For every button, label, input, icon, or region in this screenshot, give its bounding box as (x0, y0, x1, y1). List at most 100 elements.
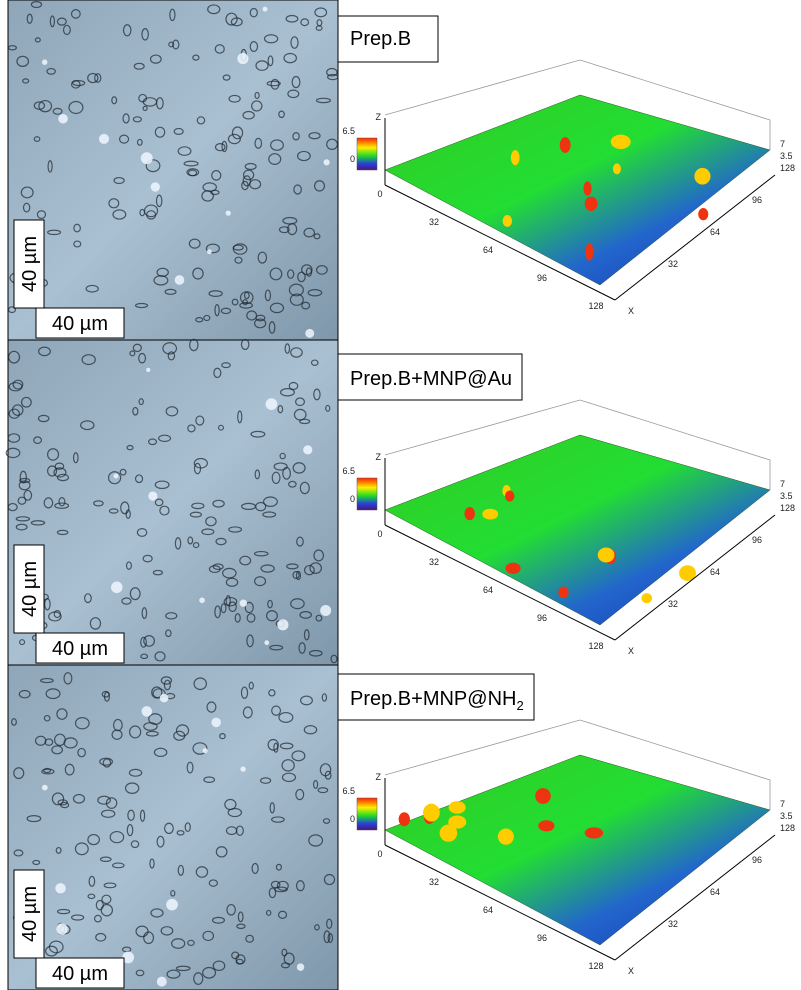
grain (133, 62, 145, 70)
scale-box-horizontal (35, 632, 125, 664)
panel: 40 µm 40 µm Prep.B+MNP@Au Z X 6.5 0 7 3.5 128 0 32 6… (5, 338, 795, 666)
bright-spot (148, 491, 158, 501)
grain (254, 137, 263, 149)
grain (293, 408, 307, 421)
grain (87, 893, 96, 900)
panel-title: Prep.B+MNP@NH2 (350, 688, 524, 713)
grain (310, 359, 319, 366)
grain (274, 886, 288, 893)
grain (51, 792, 65, 806)
scale-label-horizontal: 40 µm (52, 963, 108, 985)
grain (73, 240, 82, 248)
peak (482, 508, 499, 520)
peak (423, 803, 440, 822)
grain (47, 448, 60, 461)
x-tick: 128 (588, 301, 603, 311)
grain (11, 718, 17, 726)
grain (279, 742, 294, 750)
grain (267, 738, 279, 751)
grain (141, 607, 148, 620)
bright-spot (146, 367, 151, 373)
peak (559, 137, 571, 153)
grain (313, 549, 325, 562)
grain (291, 750, 306, 762)
bright-spot (202, 748, 208, 754)
grain (94, 73, 102, 83)
grain (34, 37, 41, 43)
grain (205, 516, 217, 527)
grain (108, 198, 120, 209)
grain (215, 537, 227, 546)
grain (103, 882, 117, 889)
grain (172, 39, 180, 50)
grain (119, 468, 127, 476)
grain (268, 153, 282, 165)
grain (260, 564, 275, 573)
grain (236, 923, 246, 930)
grain (162, 342, 178, 355)
y-tick: 96 (752, 195, 762, 205)
scale-box-horizontal (35, 307, 125, 339)
grain (52, 107, 63, 115)
grain (43, 497, 54, 509)
grain (330, 654, 338, 664)
grain (242, 706, 253, 719)
grain (140, 653, 149, 660)
grain (290, 347, 303, 358)
x-tick: 32 (429, 217, 439, 227)
grain (19, 477, 31, 484)
grain (327, 73, 339, 81)
grain (298, 642, 306, 654)
grain (95, 932, 107, 942)
grain (308, 834, 324, 847)
grain (273, 462, 288, 471)
grain (314, 7, 328, 18)
grain (175, 965, 191, 972)
colorbar-tick: 6.5 (342, 466, 355, 476)
plot-box (384, 59, 771, 150)
grain (80, 420, 95, 431)
grain (99, 856, 112, 862)
grain (254, 576, 267, 587)
grain (307, 289, 323, 297)
grain (315, 25, 323, 31)
grain (210, 189, 220, 196)
colorbar (356, 477, 378, 511)
grain (93, 914, 102, 923)
grain (140, 636, 147, 648)
grain (249, 41, 259, 52)
grain (153, 747, 168, 757)
grain (303, 227, 316, 238)
grain (195, 317, 204, 323)
peak (612, 163, 621, 175)
grain (312, 779, 319, 790)
grain (125, 561, 133, 570)
grain (192, 267, 204, 280)
surface (384, 754, 771, 946)
grain (138, 398, 144, 406)
peak (439, 824, 458, 842)
grain (192, 742, 208, 755)
grain (141, 28, 149, 41)
grain (37, 414, 50, 423)
peak (597, 547, 615, 563)
grain (299, 418, 311, 425)
peak (502, 215, 513, 227)
x-tick: 32 (429, 877, 439, 887)
grain (19, 639, 26, 646)
grain (215, 846, 228, 858)
bright-spot (305, 328, 315, 338)
grain (323, 930, 331, 944)
grain (208, 879, 219, 887)
grain (129, 587, 141, 601)
grain (53, 467, 67, 478)
grain (239, 291, 254, 305)
z-tick: 7 (780, 479, 785, 489)
grain (224, 798, 237, 811)
grain (309, 562, 322, 574)
grain (211, 916, 226, 924)
grain (155, 194, 163, 208)
grain (8, 381, 23, 392)
grain (290, 598, 305, 610)
bright-spot (122, 951, 135, 964)
